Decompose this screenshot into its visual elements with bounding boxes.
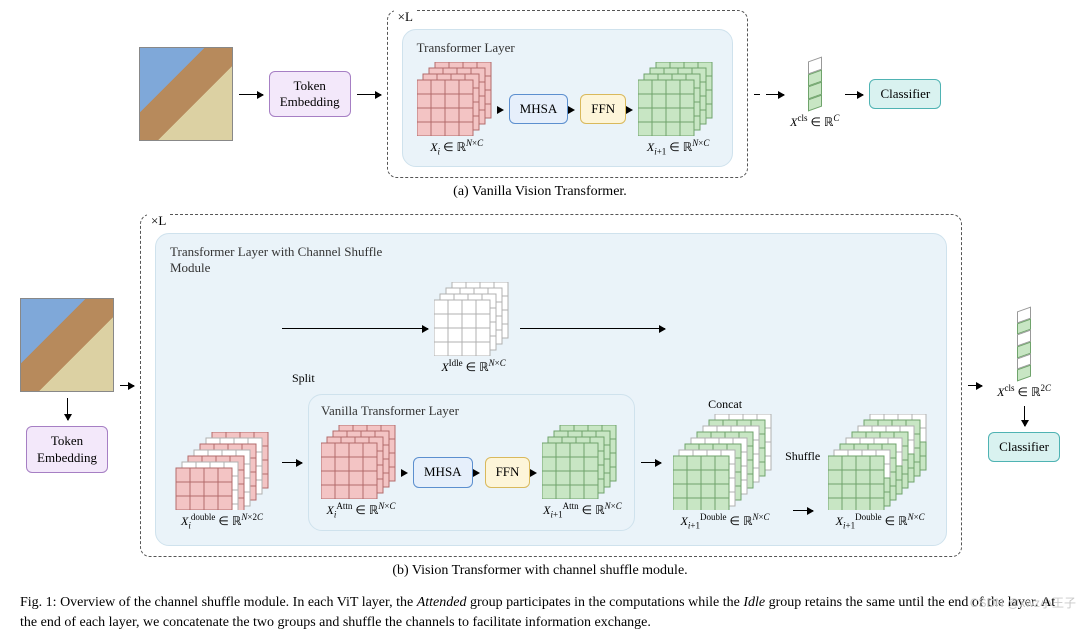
cls-token-a: Xcls ∈ ℝC: [790, 59, 839, 130]
figure-caption: Fig. 1: Overview of the channel shuffle …: [20, 593, 1060, 634]
panel-b: Token Embedding ×L Transformer Layer wit…: [20, 214, 1060, 578]
token-embedding-box: Token Embedding: [269, 71, 351, 118]
repeat-label-b: ×L: [147, 213, 170, 229]
tensor-attn-in: XiAttn ∈ ℝN×C: [321, 425, 401, 519]
transformer-layer-a: Transformer Layer Xi ∈ ℝN×C MHSA: [402, 29, 733, 167]
token-embedding-box-b: Token Embedding: [26, 426, 108, 473]
repeat-label: ×L: [394, 9, 417, 25]
tensor-double-out: Xi+1Double ∈ ℝN×C: [828, 414, 932, 530]
tensor-attn-out: Xi+1Attn ∈ ℝN×C: [542, 425, 622, 519]
tensor-idle: XIdle ∈ ℝN×C: [434, 282, 514, 375]
ffn-box-b: FFN: [485, 457, 531, 487]
ffn-box-a: FFN: [580, 94, 626, 124]
repeat-L-box-a: ×L Transformer Layer Xi ∈ ℝN×C: [387, 10, 748, 178]
input-image-b: [20, 298, 114, 392]
tensor-Xi1: Xi+1 ∈ ℝN×C: [638, 62, 718, 156]
mhsa-box-a: MHSA: [509, 94, 569, 124]
classifier-box-a: Classifier: [869, 79, 941, 109]
tensor-Xi: Xi ∈ ℝN×C: [417, 62, 497, 156]
mhsa-box-b: MHSA: [413, 457, 473, 487]
layer-title-b: Transformer Layer with Channel Shuffle M…: [170, 244, 410, 276]
cls-token-b: Xcls ∈ ℝ2C: [997, 309, 1051, 400]
classifier-box-b: Classifier: [988, 432, 1060, 462]
layer-title-a: Transformer Layer: [417, 40, 718, 56]
inner-vanilla-layer: Vanilla Transformer Layer: [308, 394, 635, 530]
caption-b: (b) Vision Transformer with channel shuf…: [20, 563, 1060, 579]
split-label: Split: [292, 371, 315, 386]
tensor-double-mid: Xi+1Double ∈ ℝN×C: [673, 414, 777, 530]
inner-layer-title: Vanilla Transformer Layer: [321, 403, 622, 419]
caption-a: (a) Vanilla Vision Transformer.: [20, 184, 1060, 200]
panel-a: Token Embedding ×L Transformer Layer: [20, 10, 1060, 200]
repeat-L-box-b: ×L Transformer Layer with Channel Shuffl…: [140, 214, 962, 556]
tensor-double-in: Xidouble ∈ ℝN×2C: [170, 432, 274, 530]
concat-label: Concat: [708, 397, 742, 412]
shuffle-label: Shuffle: [785, 449, 820, 464]
watermark: CSDN @xwz小王子: [970, 594, 1076, 611]
input-image: [139, 47, 233, 141]
shuffle-layer: Transformer Layer with Channel Shuffle M…: [155, 233, 947, 545]
